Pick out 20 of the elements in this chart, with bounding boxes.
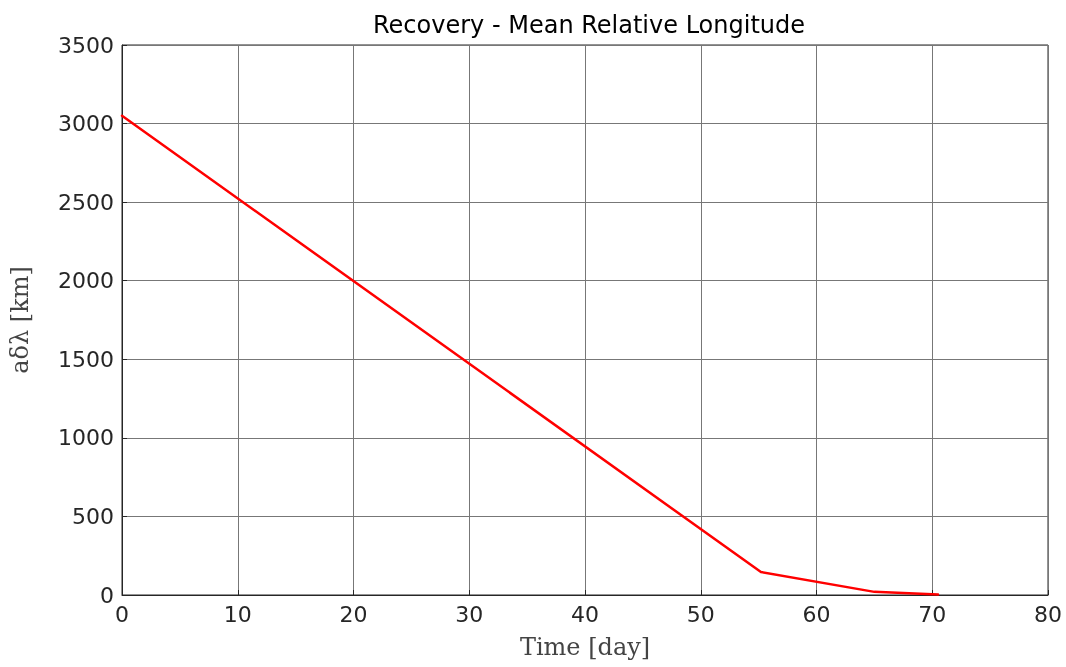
x-tick-label: 60 bbox=[802, 601, 831, 627]
y-tick-label: 1000 bbox=[58, 425, 114, 451]
x-tick-label: 30 bbox=[455, 601, 484, 627]
x-tick-label: 10 bbox=[223, 601, 252, 627]
y-axis-title: aδλ [km] bbox=[6, 266, 34, 374]
x-tick-label: 40 bbox=[571, 601, 599, 627]
x-axis-title: Time [day] bbox=[519, 633, 651, 661]
y-tick-label: 2500 bbox=[58, 189, 114, 215]
y-tick-label: 0 bbox=[100, 582, 114, 608]
y-tick-label: 500 bbox=[72, 503, 114, 529]
chart-title: Recovery - Mean Relative Longitude bbox=[373, 11, 805, 39]
y-tick-label: 3500 bbox=[58, 32, 114, 58]
line-series bbox=[120, 114, 940, 596]
x-tick-label: 70 bbox=[918, 601, 947, 627]
y-tick-label: 1500 bbox=[58, 346, 114, 372]
x-tick-label: 80 bbox=[1034, 601, 1062, 627]
y-tick-label: 3000 bbox=[58, 111, 114, 137]
x-tick-label: 50 bbox=[686, 601, 715, 627]
y-tick-label: 2000 bbox=[58, 268, 114, 294]
x-tick-label: 20 bbox=[339, 601, 368, 627]
